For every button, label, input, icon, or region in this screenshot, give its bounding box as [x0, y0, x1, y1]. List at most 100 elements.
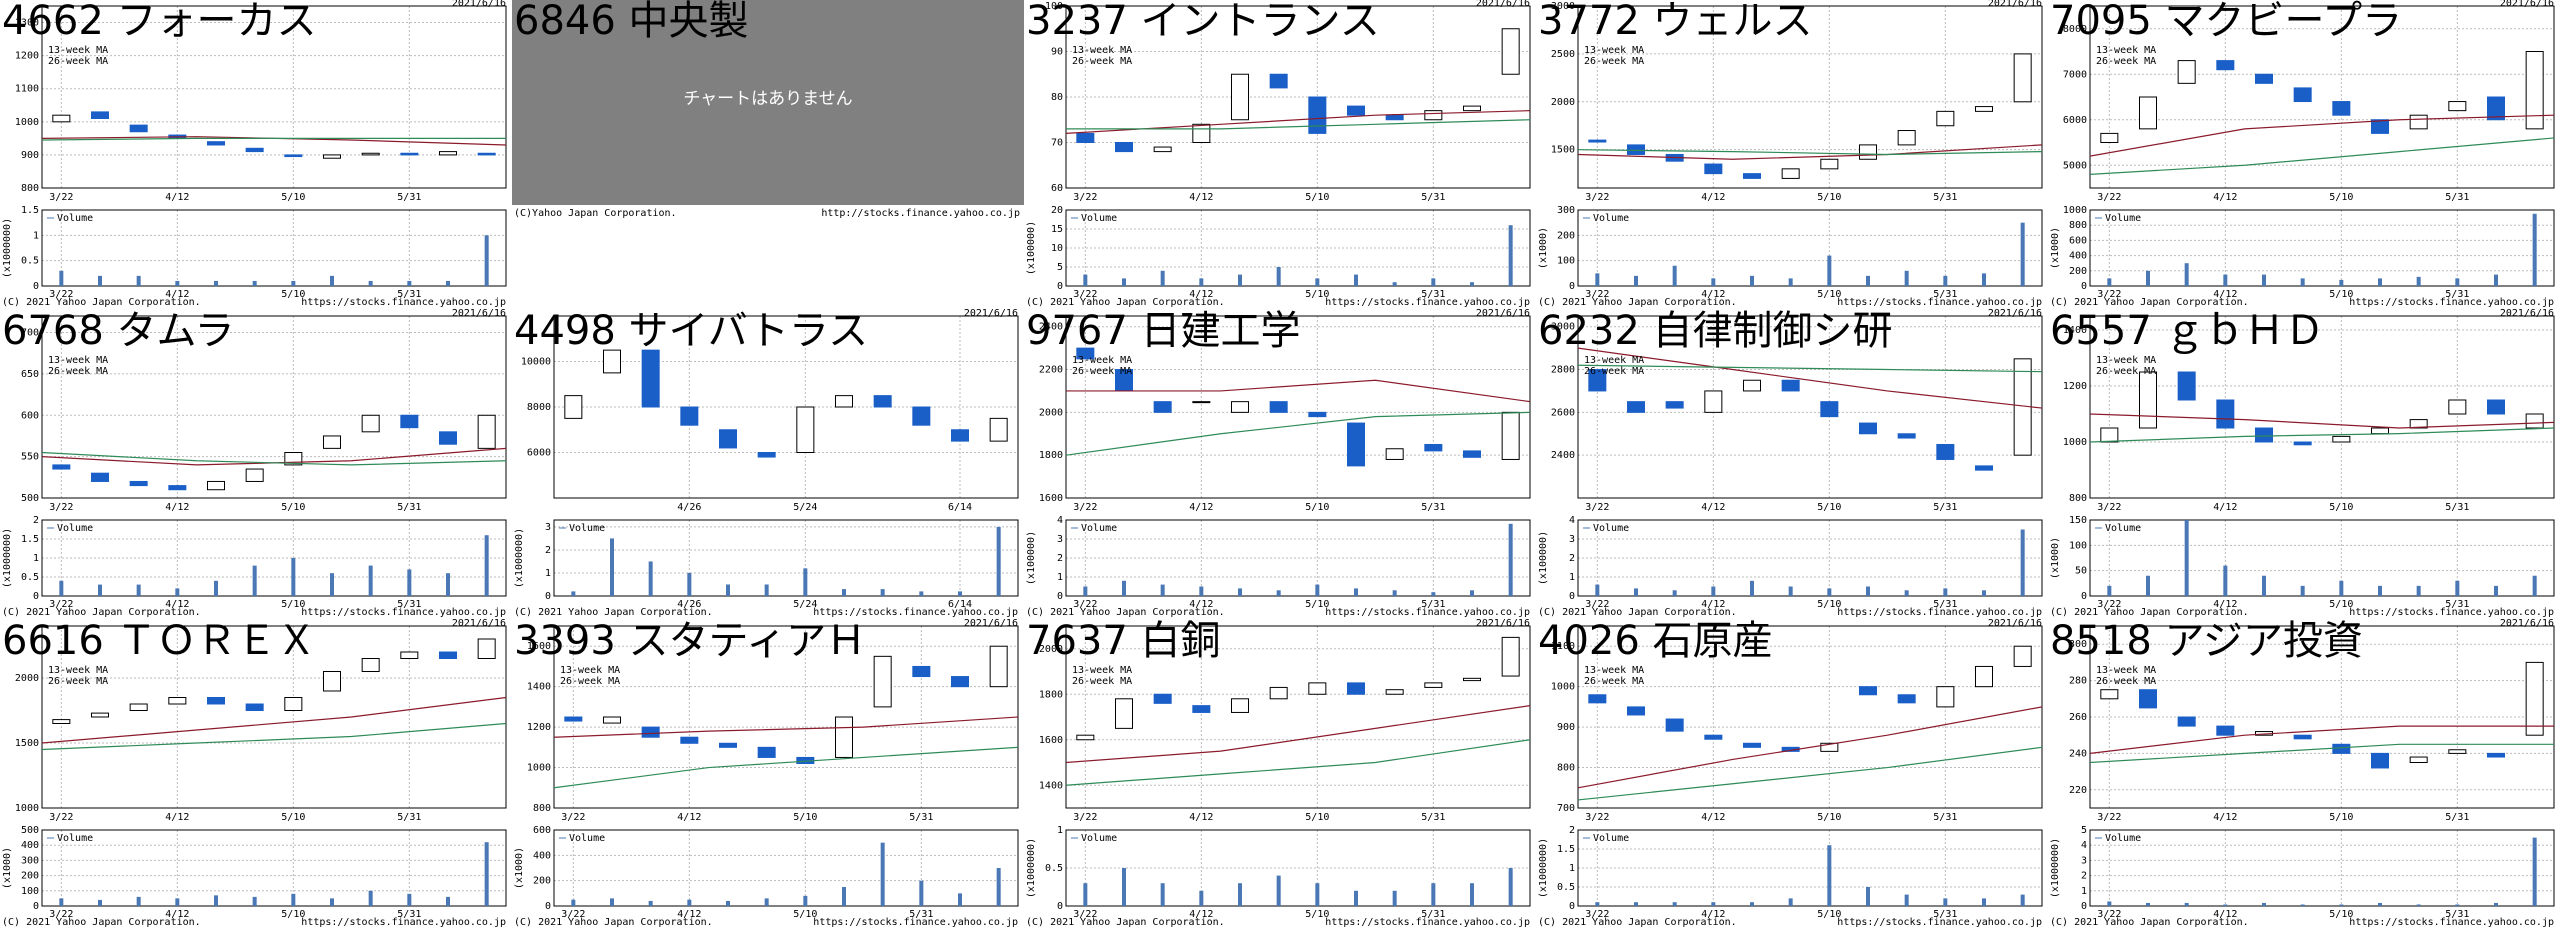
volume-bar — [484, 235, 489, 286]
volume-frame — [1065, 519, 1531, 597]
y-tick-label: 0 — [33, 591, 39, 602]
ma-line — [553, 716, 1019, 738]
volume-frame — [2089, 829, 2555, 907]
volume-bar — [98, 584, 102, 596]
legend-label: 26-week MA — [1072, 676, 1132, 687]
volume-bar — [1392, 590, 1397, 596]
candle — [2177, 716, 2196, 727]
volume-unit: (x1000) — [2050, 227, 2061, 269]
y-tick-label: 15 — [1051, 224, 1063, 235]
volume-frame — [2089, 209, 2555, 287]
y-tick-label: 1000 — [2063, 205, 2087, 216]
volume-bar — [571, 591, 576, 596]
volume-bar — [1199, 278, 1204, 286]
candle — [2216, 60, 2235, 71]
y-tick-label: 3 — [2081, 855, 2087, 866]
candle — [206, 480, 226, 491]
volume-legend: Volume — [1593, 213, 1629, 224]
candle — [757, 746, 776, 758]
volume-bar — [2184, 263, 2189, 286]
volume-bar — [175, 588, 180, 596]
candle — [322, 671, 342, 692]
volume-bar — [2107, 901, 2112, 906]
candle — [1665, 718, 1684, 732]
y-tick-label: 3 — [545, 522, 551, 533]
chart-title: 3237 イントランス — [1026, 0, 1380, 44]
candle — [950, 429, 970, 442]
legend-label: 13-week MA — [1584, 45, 1644, 56]
y-tick-label: 1400 — [2063, 325, 2087, 336]
volume-bar — [1354, 588, 1358, 596]
chart-title: 9767 日建工学 — [1026, 308, 1301, 354]
volume-bar — [1904, 894, 1909, 906]
volume-bar — [2223, 904, 2228, 906]
y-tick-label: 800 — [533, 803, 551, 814]
chart-title: 6616 ＴＯＲＥＸ — [2, 618, 317, 664]
y-tick-label: 0 — [2081, 591, 2087, 602]
candle — [1704, 163, 1723, 175]
candle — [1308, 96, 1327, 134]
x-tick-label: 5/10 — [2329, 192, 2353, 203]
y-tick-label: 4 — [2081, 840, 2087, 851]
ma-line — [1577, 364, 2043, 373]
x-tick-label: 5/31 — [2445, 909, 2469, 920]
copyright: (C) 2021 Yahoo Japan Corporation. — [2050, 917, 2249, 928]
candle — [1974, 106, 1994, 112]
candle — [2100, 132, 2119, 143]
x-tick-label: 5/31 — [1421, 289, 1445, 300]
volume-bar — [2494, 585, 2498, 596]
candle — [989, 417, 1008, 442]
volume-bar — [2020, 529, 2025, 596]
x-tick-label: 5/10 — [1817, 599, 1841, 610]
source-url: https://stocks.finance.yahoo.co.jp — [813, 917, 1018, 928]
y-tick-label: 800 — [2069, 220, 2087, 231]
volume-bar — [648, 900, 653, 906]
x-tick-label: 3/22 — [1073, 812, 1097, 823]
candle — [2525, 51, 2544, 130]
candle — [1626, 706, 1646, 716]
legend-label: 13-week MA — [1584, 665, 1644, 676]
volume-frame — [1065, 209, 1531, 287]
volume-bar — [2532, 213, 2537, 286]
candle — [1346, 682, 1366, 695]
volume-bar — [803, 895, 808, 906]
volume-bar — [1904, 590, 1909, 596]
volume-bar — [764, 584, 769, 596]
volume-bar — [1827, 255, 1832, 286]
y-tick-label: 300 — [2069, 639, 2087, 650]
source-url: https://stocks.finance.yahoo.co.jp — [301, 297, 506, 308]
volume-bar — [2146, 270, 2150, 286]
candle — [564, 716, 583, 722]
volume-bar — [214, 280, 218, 286]
x-tick-label: 5/31 — [397, 909, 421, 920]
candle — [206, 141, 226, 146]
candle — [245, 147, 264, 153]
volume-bar — [842, 887, 846, 906]
candle — [1781, 168, 1800, 179]
volume-bar — [136, 275, 141, 286]
plot-frame — [1577, 5, 2043, 189]
y-tick-label: 800 — [1557, 763, 1575, 774]
x-tick-label: 4/12 — [165, 599, 189, 610]
volume-bar — [2262, 274, 2266, 286]
volume-bar — [136, 896, 141, 906]
candle — [912, 665, 931, 678]
candle — [1501, 636, 1520, 677]
volume-legend: Volume — [1593, 523, 1629, 534]
candle — [1385, 448, 1404, 460]
y-tick-label: 2000 — [1039, 407, 1063, 418]
chart-title: 6232 自律制御シ研 — [1538, 308, 1893, 354]
volume-bar — [687, 899, 692, 906]
volume-legend: Volume — [569, 833, 605, 844]
volume-bar — [648, 561, 653, 596]
y-tick-label: 1000 — [527, 763, 551, 774]
volume-bar — [1672, 902, 1677, 906]
candle — [680, 406, 699, 426]
y-tick-label: 1000 — [2063, 437, 2087, 448]
volume-bar — [764, 898, 769, 906]
volume-bar — [1315, 883, 1320, 906]
x-tick-label: 5/31 — [1421, 812, 1445, 823]
ma-line — [2089, 114, 2555, 157]
candle — [2448, 399, 2467, 415]
candle — [1742, 379, 1762, 392]
